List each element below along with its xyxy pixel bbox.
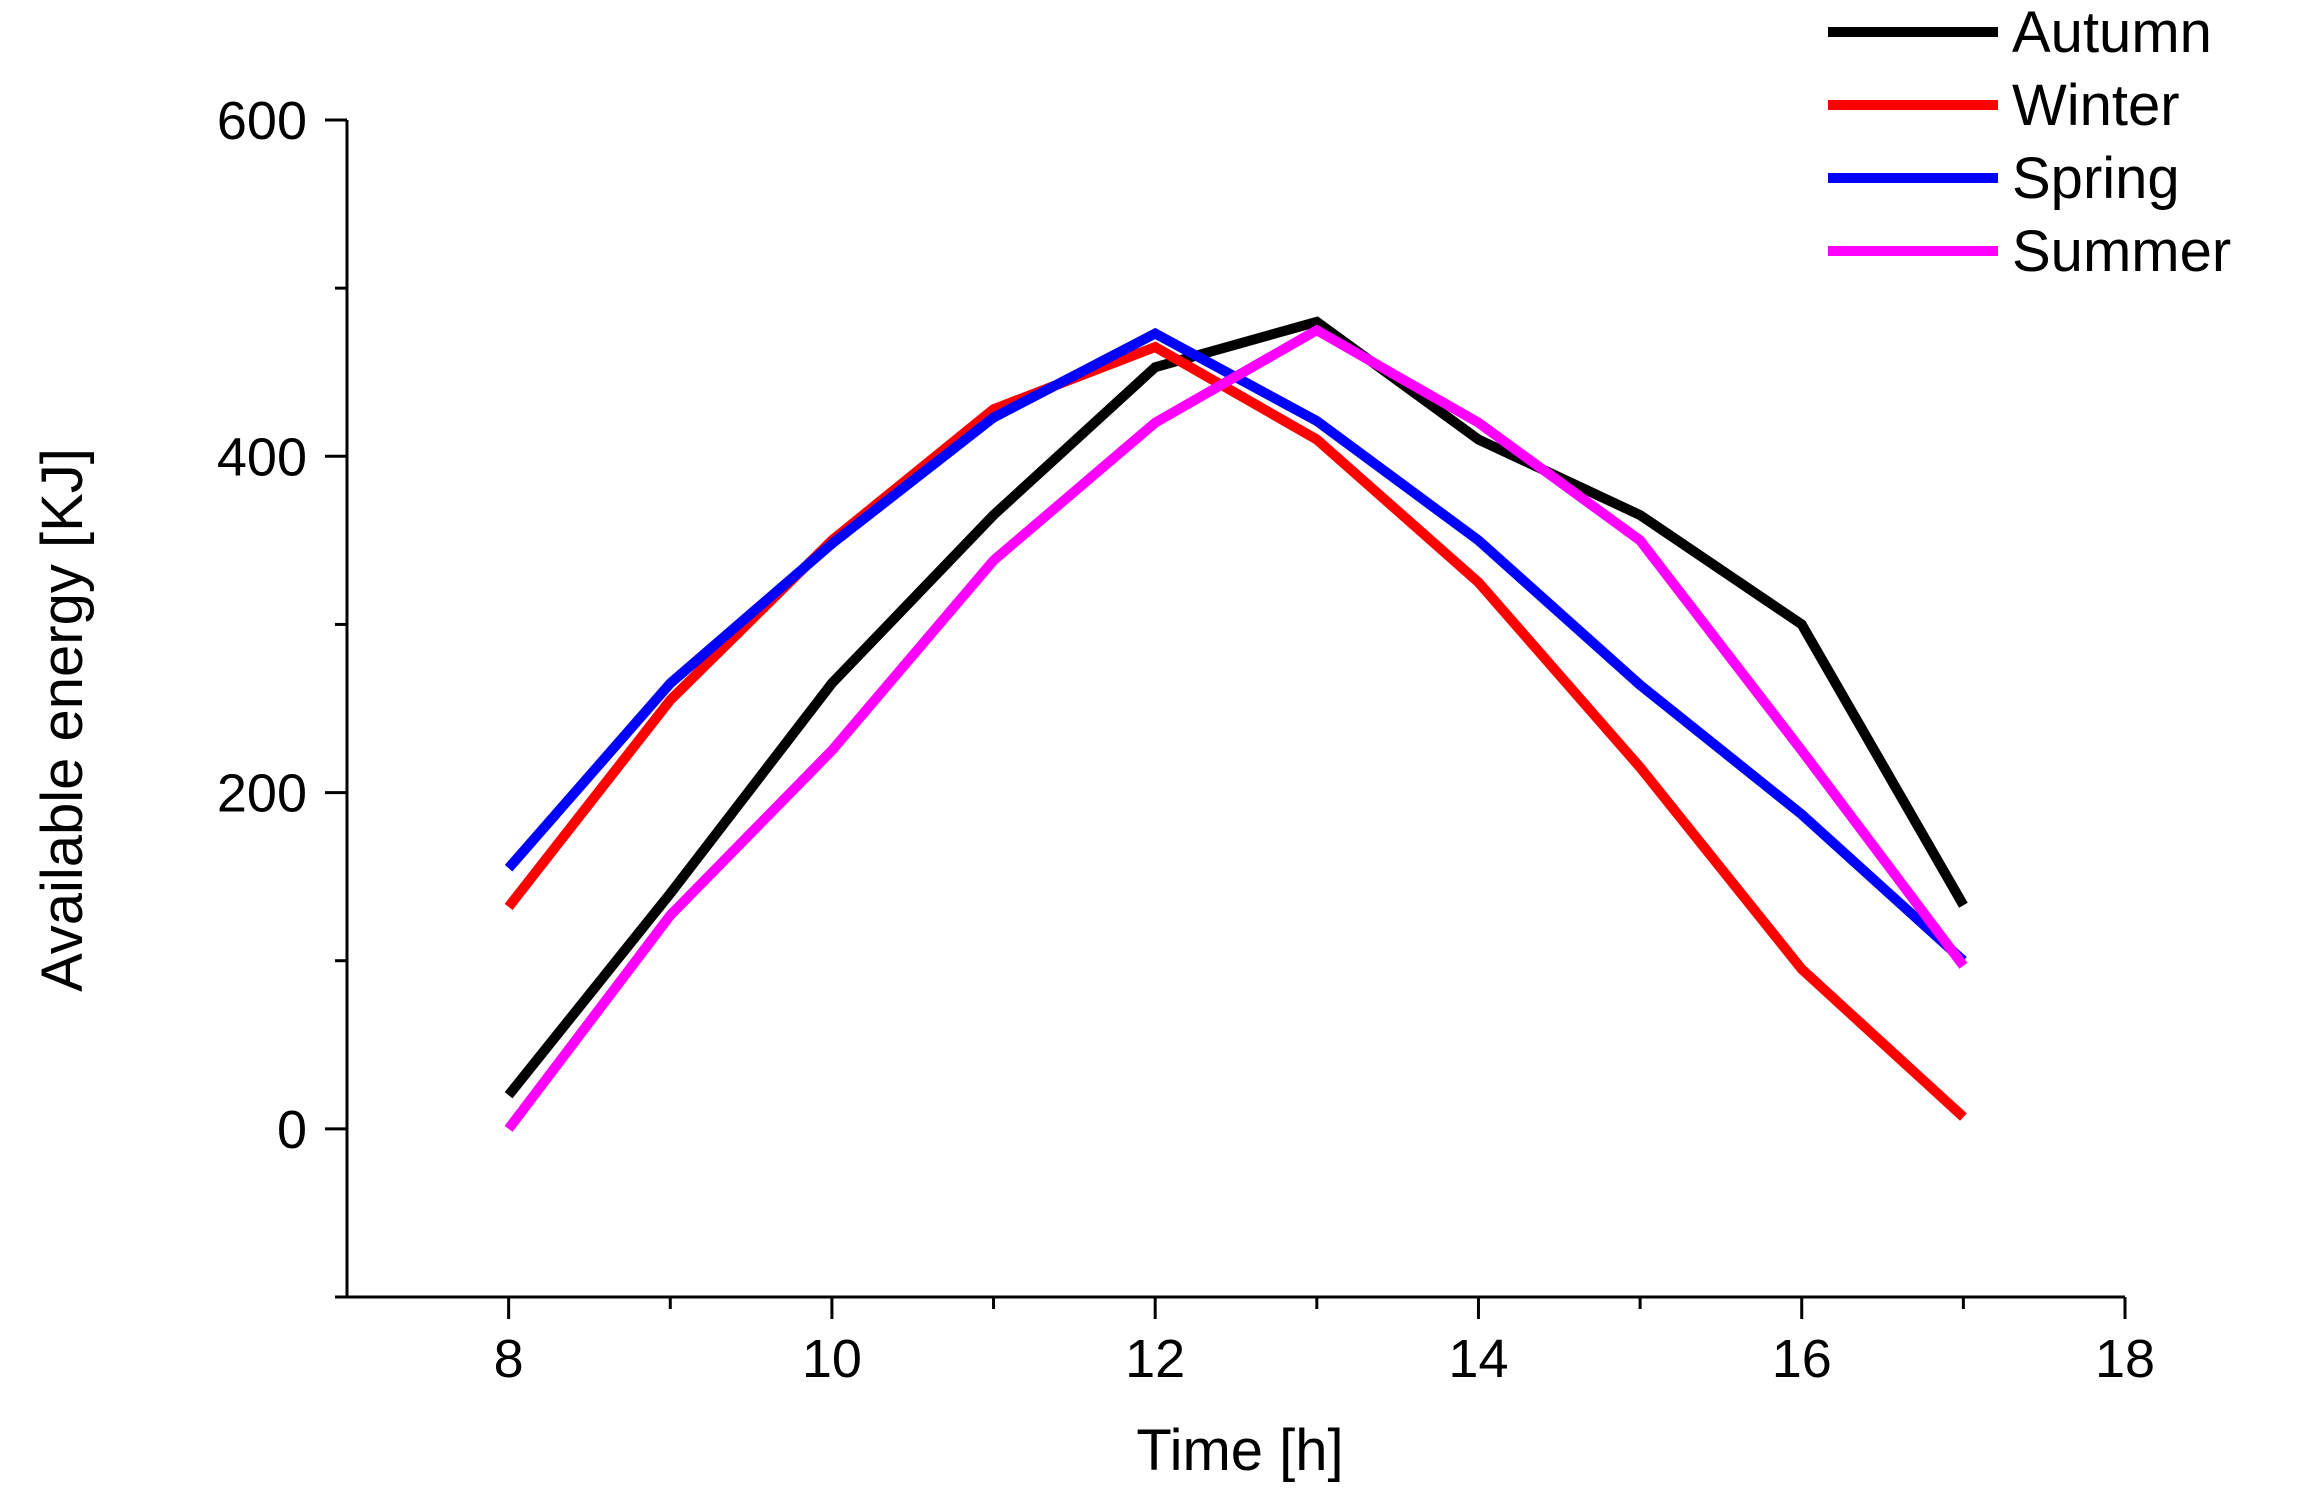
- y-tick-label: 200: [217, 764, 307, 824]
- legend: Autumn Winter Spring Summer: [1828, 0, 2231, 284]
- legend-label-winter: Winter: [2012, 73, 2180, 138]
- x-tick-label: 10: [802, 1329, 862, 1389]
- legend-label-summer: Summer: [2012, 219, 2231, 284]
- axes: 0 200 400 600 8 10 12 14 16 18: [217, 91, 2155, 1389]
- x-tick-label: 16: [1772, 1329, 1832, 1389]
- series-line-winter: [504, 341, 1967, 1121]
- series-line-autumn: [504, 316, 1968, 1099]
- x-tick-label: 8: [494, 1329, 524, 1389]
- y-tick-label: 600: [217, 91, 307, 151]
- y-axis-title: Available energy [KJ]: [30, 448, 95, 992]
- legend-label-spring: Spring: [2012, 146, 2180, 211]
- x-tick-label: 18: [2095, 1329, 2155, 1389]
- series-group: [504, 316, 1968, 1132]
- legend-label-autumn: Autumn: [2012, 0, 2212, 65]
- x-axis-title: Time [h]: [1136, 1418, 1343, 1483]
- y-tick-label: 0: [277, 1100, 307, 1160]
- x-tick-label: 12: [1125, 1329, 1185, 1389]
- x-tick-label: 14: [1448, 1329, 1508, 1389]
- y-tick-label: 400: [217, 427, 307, 487]
- series-line-summer: [504, 324, 1968, 1132]
